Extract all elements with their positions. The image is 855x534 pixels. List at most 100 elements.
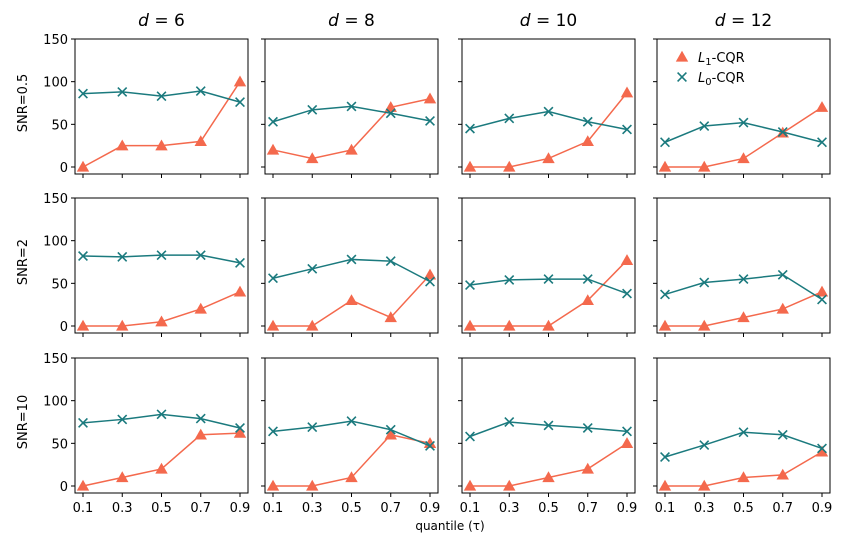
x-tick-label: 0.9 xyxy=(812,501,833,516)
l0-point xyxy=(543,420,554,431)
l1-point xyxy=(737,471,750,483)
l0-point xyxy=(504,417,515,427)
l0-point xyxy=(504,113,515,124)
x-tick-label: 0.3 xyxy=(694,501,715,516)
l0-point xyxy=(346,101,357,112)
l0-point xyxy=(817,443,827,454)
x-tick-label: 0.5 xyxy=(151,501,172,516)
x-tick-label: 0.5 xyxy=(341,501,362,516)
panel-r1-c2 xyxy=(458,197,636,337)
x-tick-label: 0.1 xyxy=(655,501,676,516)
l0-line xyxy=(664,121,823,143)
l1-point xyxy=(503,319,516,331)
l1-point xyxy=(76,160,90,172)
l0-point xyxy=(195,86,206,97)
y-tick-label: 100 xyxy=(43,76,68,91)
l1-point xyxy=(658,479,672,491)
column-title: d = 12 xyxy=(715,11,772,31)
l0-point xyxy=(543,106,554,117)
panel-r1-c0: 0 50 100 150 xyxy=(43,192,249,337)
l1-point xyxy=(194,302,207,314)
panel-r2-c0: 0 50 100 150 0.1 0.3 0.5 0.7 0.9 xyxy=(43,352,250,516)
l0-point xyxy=(777,127,788,137)
l1-point xyxy=(503,160,516,172)
y-tick-label: 0 xyxy=(60,161,68,176)
legend-l0-marker xyxy=(677,72,687,82)
l0-point xyxy=(78,88,88,99)
l0-point xyxy=(235,257,245,268)
l1-point xyxy=(463,160,477,172)
l0-point xyxy=(307,104,318,115)
l1-point xyxy=(194,135,207,147)
l0-point xyxy=(777,429,788,440)
panel-r2-c2: 0.1 0.3 0.5 0.7 0.9 xyxy=(458,357,637,516)
x-tick-label: 0.7 xyxy=(772,501,793,516)
panel-r2-c1: 0.1 0.3 0.5 0.7 0.9 xyxy=(261,357,441,516)
panel-r2-c3: 0.1 0.3 0.5 0.7 0.9 xyxy=(653,357,833,516)
l0-point xyxy=(385,108,396,119)
l0-point xyxy=(425,440,435,451)
y-tick-label: 150 xyxy=(43,33,68,48)
l1-point xyxy=(306,152,319,164)
l0-point xyxy=(582,423,593,433)
l0-point xyxy=(385,424,396,435)
l0-point xyxy=(195,250,206,261)
l1-point xyxy=(815,101,829,112)
l1-point xyxy=(266,143,280,155)
l0-point xyxy=(738,117,749,128)
l1-point xyxy=(306,319,319,331)
l0-point xyxy=(235,97,245,108)
l1-point xyxy=(423,268,437,280)
l1-point xyxy=(581,462,594,474)
panel-r0-c3 xyxy=(653,38,831,178)
l0-point xyxy=(660,137,670,148)
l0-point xyxy=(78,417,88,428)
l0-point xyxy=(622,288,632,299)
l0-point xyxy=(307,263,318,274)
l0-point xyxy=(817,137,827,148)
l1-point xyxy=(815,445,829,457)
l1-point xyxy=(581,135,594,147)
panel-r1-c3 xyxy=(653,197,831,337)
l0-point xyxy=(156,409,167,420)
l1-point xyxy=(116,471,129,483)
l1-line xyxy=(82,81,241,168)
l0-line xyxy=(469,421,628,438)
l0-line xyxy=(272,420,431,447)
y-tick-label: 0 xyxy=(60,320,68,335)
l0-point xyxy=(156,91,167,102)
l0-point xyxy=(465,280,475,291)
l1-point xyxy=(542,319,555,331)
y-tick-label: 50 xyxy=(51,437,68,452)
x-tick-label: 0.5 xyxy=(538,501,559,516)
column-title: d = 10 xyxy=(520,11,577,31)
x-tick-label: 0.1 xyxy=(73,501,94,516)
row-label: SNR=0.5 xyxy=(16,74,31,133)
legend: L1-CQR L0-CQR xyxy=(675,50,745,88)
l0-point xyxy=(543,274,554,285)
legend-l0-label: L0-CQR xyxy=(698,71,745,88)
l1-point xyxy=(345,143,358,155)
x-tick-label: 0.7 xyxy=(190,501,211,516)
l0-line xyxy=(82,413,241,429)
row-label: SNR=2 xyxy=(16,239,31,285)
l1-point xyxy=(620,86,634,98)
x-tick-label: 0.1 xyxy=(460,501,481,516)
l1-point xyxy=(620,437,634,448)
l1-point xyxy=(345,294,358,306)
l0-point xyxy=(235,423,245,433)
l1-point xyxy=(116,319,129,331)
y-tick-label: 50 xyxy=(51,118,68,133)
l1-point xyxy=(384,428,397,440)
l0-line xyxy=(272,105,431,123)
panel-r0-c2 xyxy=(458,38,636,178)
l0-point xyxy=(699,440,710,451)
panel-r0-c0: 0 50 100 150 xyxy=(43,33,249,178)
l0-line xyxy=(664,431,823,458)
l1-point xyxy=(737,152,750,164)
panel-r1-c1 xyxy=(261,197,439,337)
x-tick-label: 0.9 xyxy=(420,501,441,516)
l1-point xyxy=(542,471,555,483)
column-title: d = 6 xyxy=(138,11,185,31)
x-tick-label: 0.3 xyxy=(302,501,323,516)
